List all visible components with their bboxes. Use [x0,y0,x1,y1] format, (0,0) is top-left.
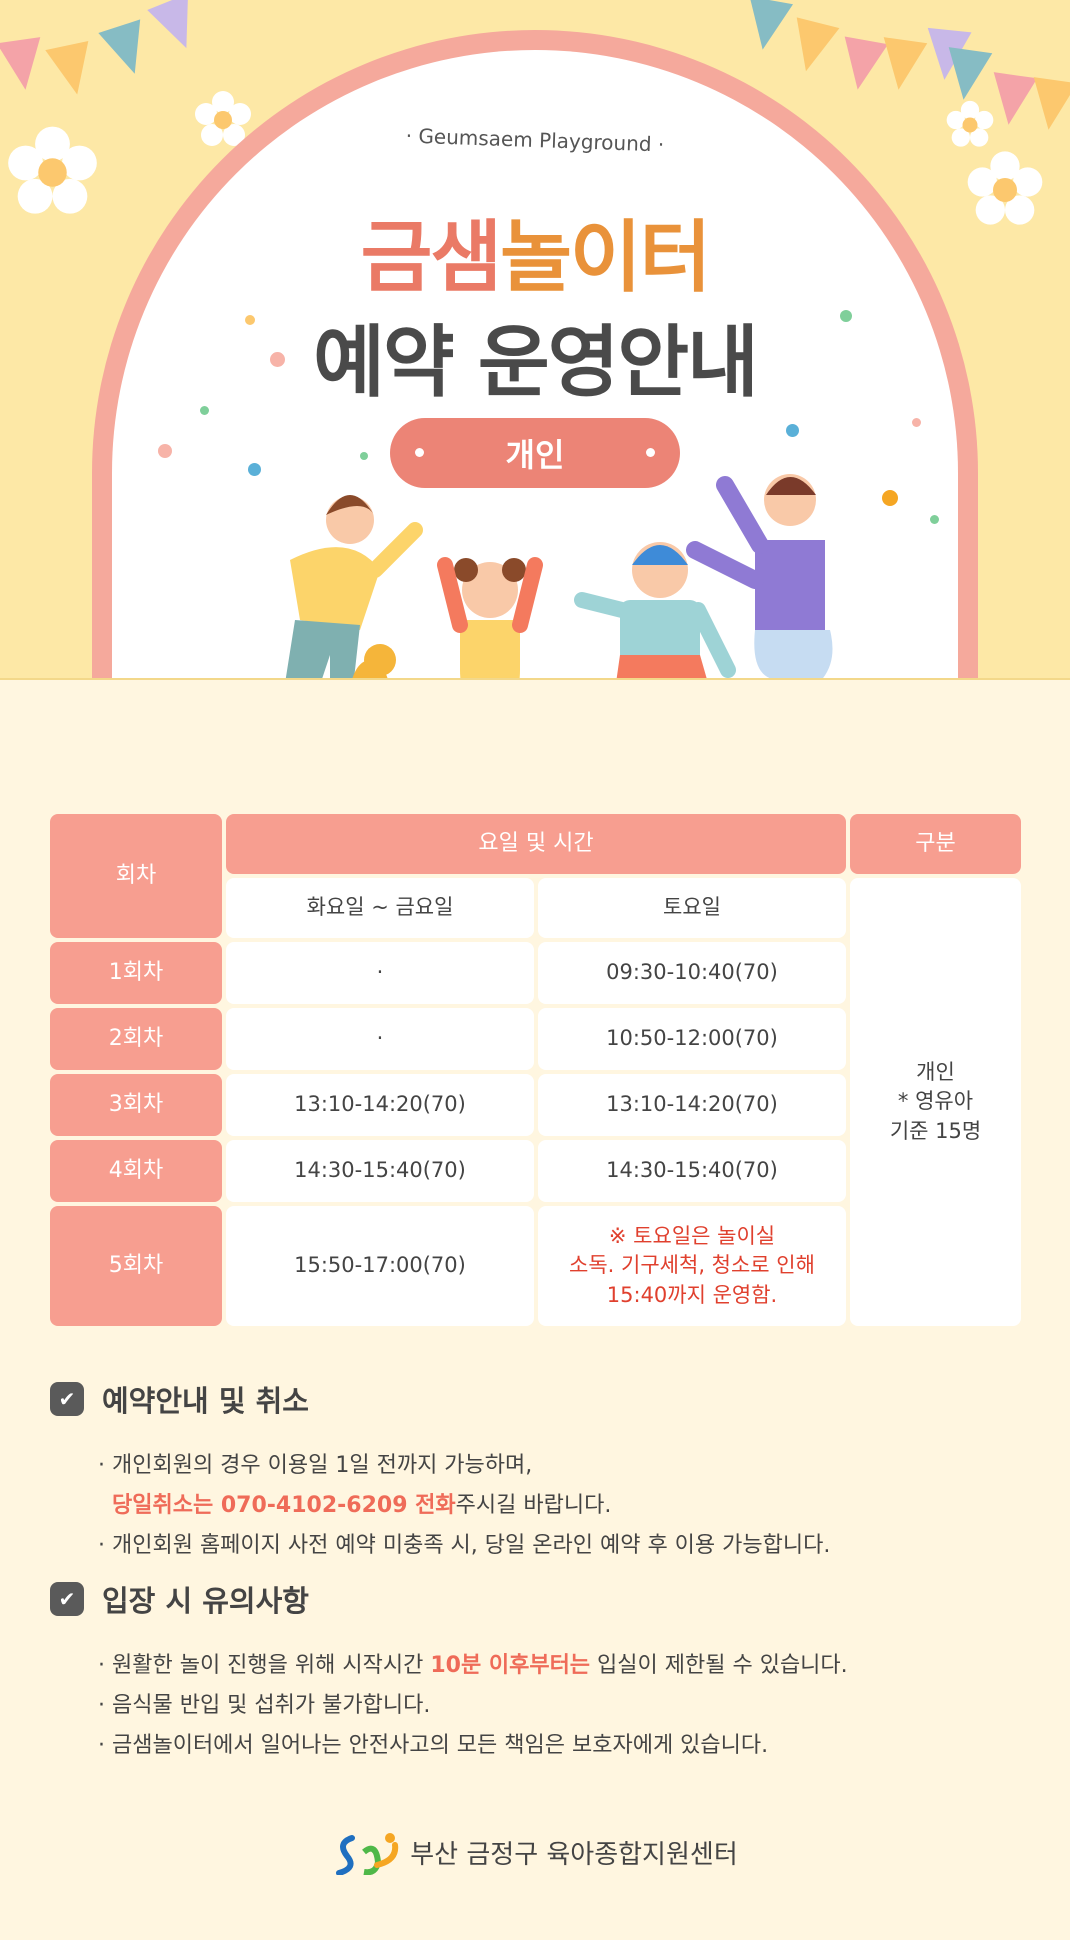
section-title: 예약안내 및 취소 [102,1384,309,1418]
checkbox-icon: ✔ [50,1582,84,1616]
flower-icon [946,100,994,147]
section-entry-notes: ✔ 입장 시 유의사항 · 원활한 놀이 진행을 위해 시작시간 10분 이후부터… [50,1578,848,1766]
flower-icon [967,151,1043,225]
session-cell: 1회차 [50,942,222,1004]
saturday-note-cell: ※ 토요일은 놀이실 소독. 기구세척, 청소로 인해 15:40까지 운영함. [538,1206,846,1326]
org-logo-icon [336,1833,399,1875]
page-title-line2: 예약 운영안내 [313,318,759,408]
cancel-phone-highlight: 당일취소는 070-4102-6209 전화 [112,1493,456,1518]
section-reservation: ✔ 예약안내 및 취소 · 개인회원의 경우 이용일 1일 전까지 가능하며, 당… [50,1378,830,1566]
children-illustration [285,474,833,678]
footer: 부산 금정구 육아종합지원센터 [0,1830,1070,1875]
list-item: · 개인회원의 경우 이용일 1일 전까지 가능하며, 당일취소는 070-41… [98,1446,830,1526]
session-cell: 3회차 [50,1074,222,1136]
weekday-cell: · [226,1008,534,1070]
session-cell: 2회차 [50,1008,222,1070]
bunting-flag [45,40,99,100]
hero-banner: · Geumsaem Playground · 금샘놀이터 예약 운영안내 개인 [0,0,1070,680]
bunting-flag [0,37,48,93]
note-line: ※ 토요일은 놀이실 [608,1223,776,1248]
page-title: 금샘놀이터 [0,195,1070,307]
weekday-cell: 15:50-17:00(70) [226,1206,534,1326]
confetti [200,406,209,415]
bunting-flag [740,0,794,54]
category-line: 기준 15명 [889,1118,982,1143]
header-day-time: 요일 및 시간 [226,814,846,874]
confetti [158,444,172,458]
confetti [245,315,255,325]
category-line: * 영유아 [897,1089,974,1114]
weekday-cell: · [226,942,534,1004]
bunting-flag [147,0,207,57]
note-line: 15:40까지 운영함. [606,1282,778,1307]
item-text: 주시길 바랍니다. [455,1493,612,1518]
flower-icon [195,91,251,146]
list-item: · 음식물 반입 및 섭취가 불가합니다. [98,1693,431,1718]
list-item: · 개인회원 홈페이지 사전 예약 미충족 시, 당일 온라인 예약 후 이용 … [98,1533,831,1558]
badge-label: 개인 [505,436,565,474]
bunting-flag [876,37,928,93]
saturday-cell: 10:50-12:00(70) [538,1008,846,1070]
session-cell: 5회차 [50,1206,222,1326]
confetti [930,515,939,524]
confetti [270,352,285,367]
bunting-flag [941,47,993,103]
bunting-flag [1026,77,1070,133]
list-item: · 원활한 놀이 진행을 위해 시작시간 10분 이후부터는 입실이 제한될 수… [98,1646,848,1686]
confetti [786,424,799,437]
subheader-weekday: 화요일 ~ 금요일 [226,878,534,938]
category-badge: 개인 [390,418,680,488]
flower-icon [8,126,97,214]
checkbox-icon: ✔ [50,1382,84,1416]
saturday-cell: 14:30-15:40(70) [538,1140,846,1202]
note-line: 소독. 기구세척, 청소로 인해 [569,1253,815,1278]
category-cell: 개인 * 영유아 기준 15명 [850,878,1021,1326]
saturday-cell: 09:30-10:40(70) [538,942,846,1004]
title-part2: 놀이터 [500,213,711,303]
schedule-table: 회차 요일 및 시간 구분 화요일 ~ 금요일 토요일 개인 * 영유아 기준 … [50,814,1021,1326]
header-session: 회차 [50,814,222,938]
section-title: 입장 시 유의사항 [102,1584,309,1618]
list-item: · 금샘놀이터에서 일어나는 안전사고의 모든 책임은 보호자에게 있습니다. [98,1733,769,1758]
weekday-cell: 13:10-14:20(70) [226,1074,534,1136]
item-text: · 개인회원의 경우 이용일 1일 전까지 가능하며, [98,1453,533,1478]
subheader-saturday: 토요일 [538,878,846,938]
session-cell: 4회차 [50,1140,222,1202]
header-category: 구분 [850,814,1021,874]
item-text: · 원활한 놀이 진행을 위해 시작시간 [98,1653,431,1678]
bunting-flag [98,19,156,81]
saturday-cell: 13:10-14:20(70) [538,1074,846,1136]
title-part1: 금샘 [360,213,503,303]
confetti [248,463,261,476]
confetti [912,418,921,427]
bunting-flag [784,17,840,77]
weekday-cell: 14:30-15:40(70) [226,1140,534,1202]
category-line: 개인 [916,1059,955,1084]
org-name: 부산 금정구 육아종합지원센터 [410,1840,738,1870]
time-highlight: 10분 이후부터는 [430,1653,591,1678]
confetti [840,310,852,322]
confetti [882,490,898,506]
item-text: 입실이 제한될 수 있습니다. [590,1653,848,1678]
confetti [360,452,368,460]
